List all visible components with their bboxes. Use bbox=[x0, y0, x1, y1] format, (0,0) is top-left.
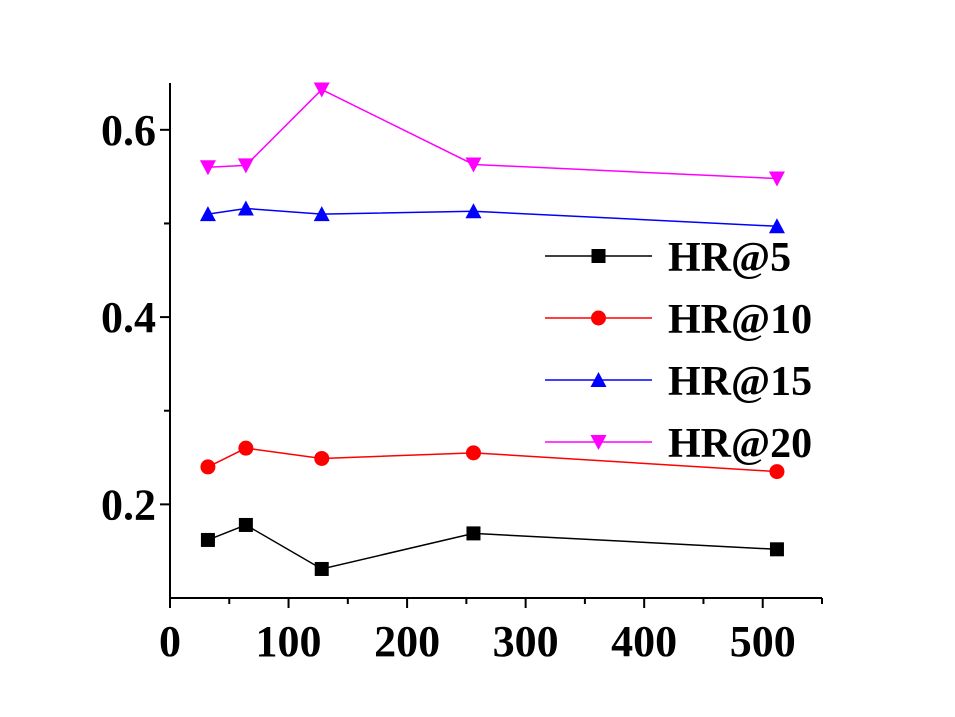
series-hr-20 bbox=[199, 82, 785, 187]
x-tick-label: 300 bbox=[493, 617, 559, 666]
legend-label: HR@5 bbox=[668, 235, 791, 281]
data-point bbox=[769, 464, 785, 480]
x-tick-label: 200 bbox=[374, 617, 440, 666]
data-point bbox=[465, 203, 482, 219]
data-point bbox=[237, 200, 254, 216]
legend-label: HR@20 bbox=[668, 421, 812, 467]
data-point bbox=[200, 532, 215, 547]
legend-item: HR@20 bbox=[545, 421, 812, 467]
series-hr-15 bbox=[199, 200, 785, 234]
data-point bbox=[466, 526, 481, 541]
x-tick-label: 100 bbox=[256, 617, 322, 666]
data-point bbox=[238, 517, 253, 532]
legend-marker bbox=[590, 372, 607, 387]
data-point bbox=[313, 82, 330, 98]
legend-marker bbox=[591, 249, 606, 263]
series-hr-5 bbox=[200, 517, 784, 576]
data-point bbox=[199, 206, 216, 222]
data-point bbox=[314, 561, 329, 576]
data-point bbox=[768, 218, 785, 234]
legend-label: HR@10 bbox=[668, 297, 812, 343]
x-tick-label: 500 bbox=[730, 617, 796, 666]
y-tick-label: 0.4 bbox=[101, 293, 156, 342]
y-tick-label: 0.6 bbox=[101, 106, 156, 155]
series-line bbox=[207, 88, 777, 180]
legend-item: HR@10 bbox=[545, 297, 812, 343]
series-line bbox=[207, 524, 777, 570]
axes: 0 100 200 300 400 500 0.2 0.4 0.6 bbox=[101, 83, 823, 666]
series-layer bbox=[199, 82, 785, 576]
data-point bbox=[237, 158, 254, 174]
legend-item: HR@5 bbox=[545, 235, 791, 281]
data-point bbox=[769, 542, 784, 557]
legend-label: HR@15 bbox=[668, 359, 812, 405]
data-point bbox=[313, 206, 330, 222]
data-point bbox=[465, 157, 482, 173]
data-point bbox=[768, 171, 785, 187]
data-point bbox=[314, 450, 330, 466]
legend-marker bbox=[591, 310, 606, 326]
data-point bbox=[238, 440, 254, 456]
data-point bbox=[465, 445, 481, 461]
legend-item: HR@15 bbox=[545, 359, 812, 405]
series-hr-10 bbox=[200, 440, 785, 480]
legend-marker bbox=[590, 435, 607, 450]
x-tick-label: 0 bbox=[159, 617, 181, 666]
data-point bbox=[199, 160, 216, 176]
y-tick-label: 0.2 bbox=[101, 480, 156, 529]
legend: HR@5 HR@10 HR@15 HR@20 bbox=[545, 235, 812, 467]
series-line bbox=[207, 207, 777, 228]
data-point bbox=[200, 459, 216, 475]
x-tick-label: 400 bbox=[611, 617, 677, 666]
